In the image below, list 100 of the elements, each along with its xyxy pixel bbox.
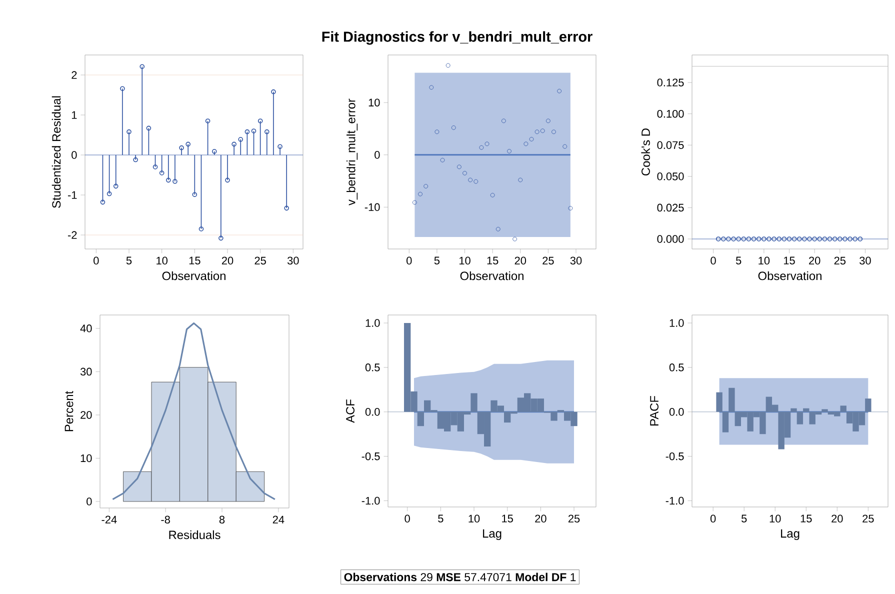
text: Observations 29 MSE 57.47071 Model DF 1	[344, 572, 576, 582]
x-tick-label: 20	[535, 514, 546, 523]
y-tick-label: -0.5	[362, 452, 380, 460]
x-tick-label: 20	[514, 256, 526, 265]
point	[479, 145, 484, 150]
y-tick-label: 0	[72, 151, 77, 159]
point	[232, 142, 236, 147]
point	[212, 148, 217, 154]
x-axis-title: Residuals	[169, 530, 220, 540]
y-tick-label: 1.0	[366, 319, 380, 327]
y-axis-title: Cook's D	[641, 128, 650, 176]
point	[271, 89, 276, 94]
point	[238, 136, 244, 142]
point	[474, 179, 478, 184]
x-tick-label: 30	[570, 256, 582, 265]
point	[568, 206, 573, 210]
point	[429, 85, 434, 90]
x-tick-label: -8	[161, 516, 170, 524]
point	[264, 129, 270, 134]
point	[484, 142, 490, 146]
point	[468, 178, 473, 182]
x-tick-label: 0	[710, 514, 716, 523]
y-tick-label: -0.5	[666, 452, 684, 460]
point	[100, 200, 106, 205]
y-tick-label: 1	[72, 111, 77, 119]
point	[490, 192, 495, 198]
x-tick-label: 25	[254, 256, 266, 265]
point	[278, 144, 282, 149]
bar	[716, 392, 722, 412]
x-axis-title: Observation	[460, 271, 524, 280]
y-tick-label: 10	[80, 454, 92, 462]
point	[198, 226, 204, 232]
bar	[417, 412, 424, 426]
x-tick-label: 0	[94, 256, 99, 265]
x-axis-title: Observation	[162, 271, 226, 280]
x-tick-label: 15	[502, 514, 513, 522]
y-tick-label: 0.100	[657, 110, 684, 118]
x-tick-label: 25	[568, 514, 580, 523]
y-tick-label: 20	[80, 411, 92, 419]
y-axis-title: ACF	[346, 400, 355, 423]
point	[529, 136, 534, 142]
point	[462, 170, 467, 176]
y-tick-label: -2	[68, 231, 77, 239]
point	[434, 130, 440, 134]
x-tick-label: 15	[189, 256, 200, 264]
x-tick-label: -24	[102, 516, 117, 524]
bar	[722, 412, 729, 432]
x-tick-label: 25	[542, 256, 554, 265]
point	[424, 184, 428, 188]
point	[140, 64, 145, 69]
y-tick-label: 2	[72, 71, 77, 79]
point	[507, 149, 512, 154]
y-tick-label: 0	[374, 150, 380, 159]
point	[251, 128, 256, 134]
y-tick-label: 30	[80, 368, 92, 376]
y-tick-label: 10	[368, 98, 380, 106]
text: Fit Diagnostics for v_bendri_mult_error	[322, 31, 592, 45]
x-tick-label: 10	[758, 256, 770, 265]
x-tick-label: 5	[742, 514, 747, 522]
x-tick-label: 10	[156, 256, 168, 265]
x-tick-label: 10	[468, 514, 480, 523]
point	[205, 118, 210, 124]
point	[152, 164, 158, 170]
bar	[790, 408, 797, 412]
y-tick-label: 0.075	[657, 141, 684, 149]
x-tick-label: 30	[287, 256, 299, 265]
y-tick-label: 0.0	[365, 408, 380, 416]
point	[133, 157, 138, 162]
y-tick-label: 0.025	[657, 204, 684, 212]
point	[524, 142, 528, 146]
x-tick-label: 15	[784, 256, 795, 264]
point	[159, 170, 164, 176]
point	[496, 226, 500, 232]
point	[552, 130, 556, 134]
y-tick-label: -1	[68, 191, 77, 199]
point	[446, 63, 450, 68]
bar	[728, 388, 735, 412]
y-tick-label: -1.0	[362, 496, 380, 505]
point	[126, 129, 132, 134]
x-tick-label: 25	[862, 514, 874, 523]
bar	[470, 393, 478, 412]
point	[258, 118, 263, 124]
x-tick-label: 15	[487, 256, 498, 264]
y-tick-label: 40	[80, 324, 92, 332]
x-tick-label: 25	[834, 256, 846, 265]
x-tick-label: 5	[434, 256, 440, 264]
point	[562, 144, 568, 149]
x-tick-label: 0	[404, 514, 410, 523]
bar	[796, 412, 804, 424]
bar	[840, 406, 846, 412]
point	[106, 191, 112, 196]
point	[186, 142, 190, 147]
x-tick-label: 20	[222, 256, 234, 265]
x-tick-label: 20	[809, 256, 820, 265]
line-series	[112, 322, 276, 500]
x-axis-title: Lag	[483, 529, 502, 540]
bar	[803, 408, 810, 412]
bar	[865, 398, 872, 412]
y-tick-label: 0.0	[669, 408, 684, 416]
point	[502, 118, 506, 124]
